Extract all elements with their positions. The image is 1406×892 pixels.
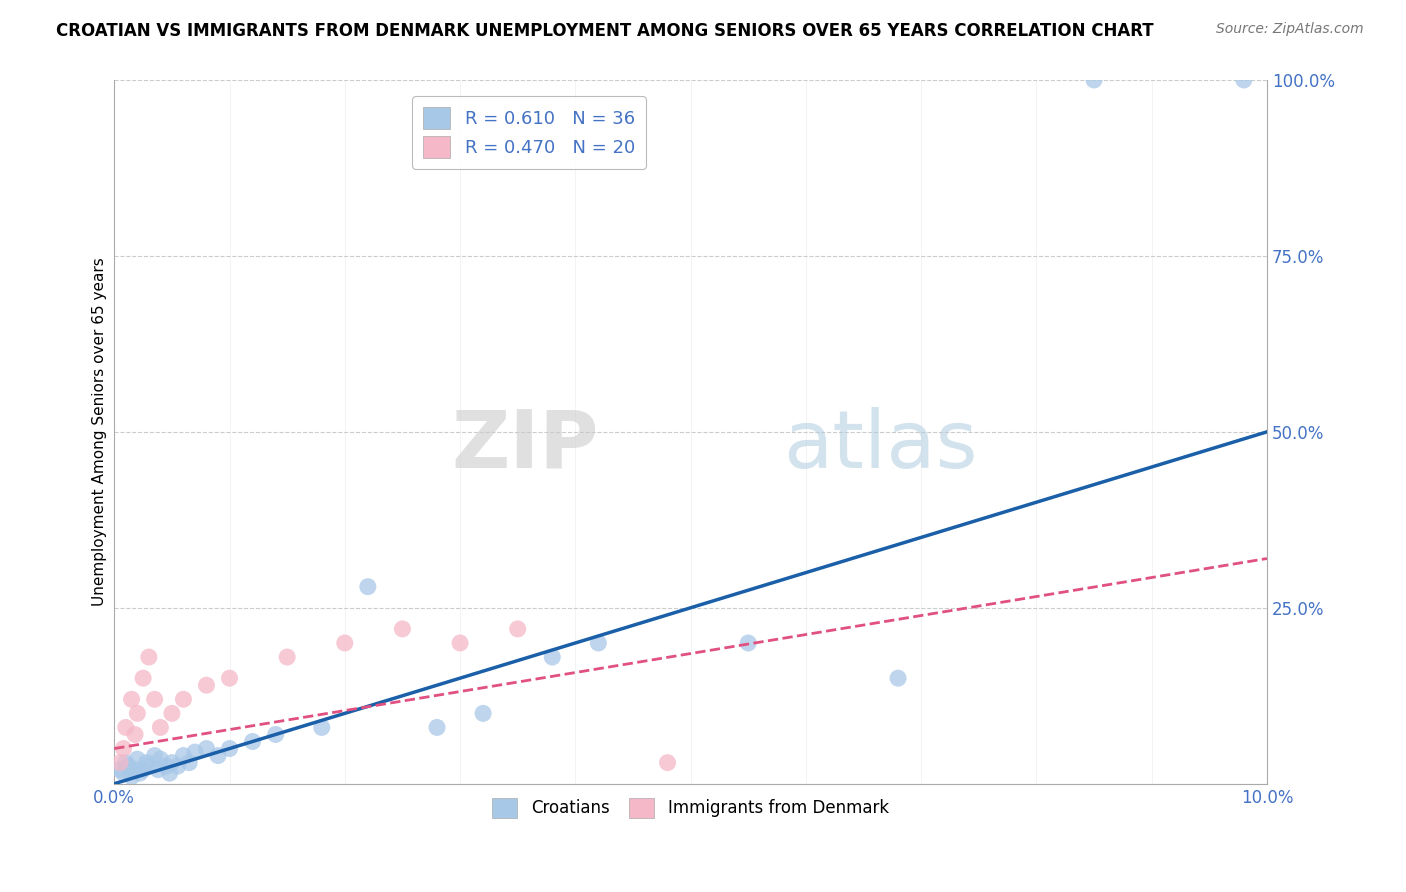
Point: [124, 763, 146, 777]
Point: [218, 741, 240, 756]
Point: [242, 734, 264, 748]
Point: [127, 706, 149, 721]
Point: [472, 706, 495, 721]
Point: [114, 756, 136, 770]
Point: [155, 759, 177, 773]
Point: [159, 766, 181, 780]
Point: [127, 752, 149, 766]
Point: [1083, 73, 1105, 87]
Point: [333, 636, 356, 650]
Point: [506, 622, 529, 636]
Point: [184, 745, 207, 759]
Point: [108, 763, 131, 777]
Point: [179, 756, 201, 770]
Point: [426, 721, 449, 735]
Text: CROATIAN VS IMMIGRANTS FROM DENMARK UNEMPLOYMENT AMONG SENIORS OVER 65 YEARS COR: CROATIAN VS IMMIGRANTS FROM DENMARK UNEM…: [56, 22, 1154, 40]
Point: [449, 636, 471, 650]
Point: [737, 636, 759, 650]
Point: [887, 671, 910, 685]
Point: [207, 748, 229, 763]
Point: [195, 741, 218, 756]
Point: [160, 756, 183, 770]
Point: [138, 759, 160, 773]
Point: [121, 692, 143, 706]
Point: [160, 706, 183, 721]
Point: [357, 580, 380, 594]
Point: [112, 766, 135, 780]
Point: [264, 727, 287, 741]
Point: [128, 766, 150, 780]
Point: [117, 759, 139, 773]
Point: [143, 748, 166, 763]
Text: ZIP: ZIP: [451, 407, 599, 485]
Point: [149, 721, 172, 735]
Point: [218, 671, 240, 685]
Point: [276, 650, 298, 665]
Point: [124, 727, 146, 741]
Y-axis label: Unemployment Among Seniors over 65 years: Unemployment Among Seniors over 65 years: [93, 258, 107, 607]
Legend: Croatians, Immigrants from Denmark: Croatians, Immigrants from Denmark: [485, 791, 896, 825]
Point: [108, 756, 131, 770]
Point: [166, 759, 188, 773]
Point: [121, 770, 143, 784]
Point: [588, 636, 610, 650]
Point: [132, 671, 155, 685]
Point: [172, 692, 194, 706]
Point: [1233, 73, 1256, 87]
Point: [195, 678, 218, 692]
Point: [172, 748, 194, 763]
Point: [114, 721, 136, 735]
Point: [135, 756, 157, 770]
Point: [311, 721, 333, 735]
Point: [146, 763, 169, 777]
Point: [391, 622, 413, 636]
Point: [112, 741, 135, 756]
Point: [541, 650, 564, 665]
Point: [143, 692, 166, 706]
Point: [657, 756, 679, 770]
Text: atlas: atlas: [783, 407, 977, 485]
Point: [149, 752, 172, 766]
Point: [132, 763, 155, 777]
Text: Source: ZipAtlas.com: Source: ZipAtlas.com: [1216, 22, 1364, 37]
Point: [138, 650, 160, 665]
